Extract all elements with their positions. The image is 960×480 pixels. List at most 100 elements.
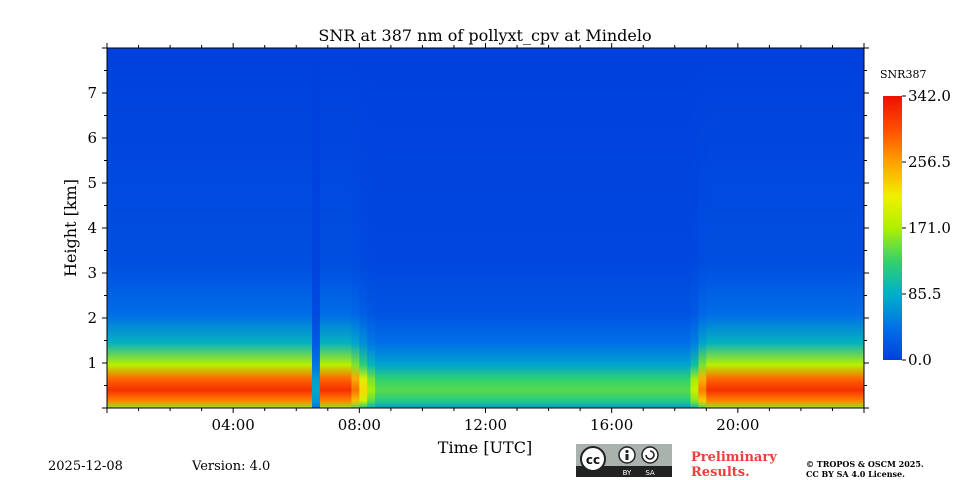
heatmap-column xyxy=(856,48,864,408)
heatmap-column xyxy=(170,48,179,408)
heatmap-column xyxy=(714,48,723,408)
heatmap-column xyxy=(233,48,242,408)
heatmap-column xyxy=(296,48,305,408)
heatmap-column xyxy=(264,48,274,408)
heatmap-column xyxy=(524,48,534,408)
colorbar-tick-label: 85.5 xyxy=(908,285,941,303)
sa-badge-text: SA xyxy=(645,469,655,477)
y-tick-label: 2 xyxy=(87,309,97,327)
preliminary-line1: Preliminary xyxy=(691,450,777,465)
heatmap-column xyxy=(793,48,802,408)
copyright-line1: © TROPOS & OSCM 2025. xyxy=(806,459,924,469)
heatmap-column xyxy=(469,48,479,408)
by-person-head xyxy=(625,449,629,454)
heatmap-column xyxy=(162,48,171,408)
preliminary-line2: Results. xyxy=(691,465,750,480)
colorbar-tick-label: 342.0 xyxy=(908,87,951,105)
colorbar-label: SNR387 xyxy=(880,68,926,81)
heatmap-layer xyxy=(107,48,864,408)
cc-badge-text: cc xyxy=(586,453,600,467)
heatmap-column xyxy=(288,48,297,408)
y-tick-label: 5 xyxy=(87,174,97,192)
heatmap-column xyxy=(509,48,518,408)
heatmap-column xyxy=(658,48,668,408)
colorbar-tick-label: 0.0 xyxy=(908,351,932,369)
heatmap-columns xyxy=(107,48,864,408)
x-tick-label: 20:00 xyxy=(716,416,759,434)
x-axis-label: Time [UTC] xyxy=(438,438,532,457)
heatmap-column xyxy=(595,48,605,408)
x-tick-label: 08:00 xyxy=(338,416,381,434)
heatmap-column xyxy=(107,48,116,408)
heatmap-column xyxy=(619,48,629,408)
heatmap-column xyxy=(446,48,455,408)
heatmap-column xyxy=(785,48,794,408)
heatmap-column xyxy=(832,48,841,408)
cc-icon xyxy=(580,446,606,472)
heatmap-column xyxy=(777,48,786,408)
heatmap-column xyxy=(690,48,700,408)
heatmap-column xyxy=(501,48,510,408)
heatmap-column xyxy=(327,48,337,408)
heatmap-column xyxy=(674,48,684,408)
heatmap-column xyxy=(706,48,715,408)
heatmap-column xyxy=(840,48,849,408)
heatmap-column xyxy=(241,48,250,408)
colorbar-tick-label: 171.0 xyxy=(908,219,951,237)
heatmap-column xyxy=(225,48,234,408)
by-badge-text: BY xyxy=(623,469,632,477)
heatmap-column xyxy=(422,48,431,408)
heatmap-column xyxy=(808,48,818,408)
heatmap-column xyxy=(122,48,132,408)
heatmap-column xyxy=(280,48,289,408)
heatmap-column xyxy=(556,48,565,408)
heatmap-column xyxy=(698,48,707,408)
heatmap-column xyxy=(737,48,747,408)
heatmap-column xyxy=(761,48,770,408)
heatmap-column xyxy=(201,48,211,408)
heatmap-column xyxy=(564,48,573,408)
heatmap-column xyxy=(154,48,163,408)
heatmap-column xyxy=(517,48,526,408)
cc-badge-strip xyxy=(576,466,672,477)
heatmap-column xyxy=(485,48,494,408)
heatmap-column xyxy=(769,48,778,408)
heatmap-column xyxy=(572,48,581,408)
heatmap-column xyxy=(722,48,731,408)
colorbar xyxy=(883,96,902,360)
heatmap-column xyxy=(398,48,408,408)
heatmap-column xyxy=(319,48,329,408)
heatmap-column xyxy=(729,48,739,408)
heatmap-column xyxy=(209,48,218,408)
heatmap-column xyxy=(643,48,652,408)
heatmap-column xyxy=(130,48,140,408)
sa-arrow-icon xyxy=(645,450,655,460)
heatmap-column xyxy=(666,48,676,408)
heatmap-column xyxy=(824,48,834,408)
sa-share-icon xyxy=(641,446,659,464)
heatmap-column xyxy=(185,48,195,408)
y-axis: 1 2 3 4 5 6 7 xyxy=(87,47,869,409)
heatmap-column xyxy=(848,48,857,408)
heatmap-column xyxy=(651,48,660,408)
heatmap-column xyxy=(540,48,550,408)
heatmap-column xyxy=(453,48,463,408)
heatmap-column xyxy=(382,48,392,408)
heatmap-column xyxy=(406,48,416,408)
heatmap-column xyxy=(548,48,558,408)
heatmap-column xyxy=(461,48,471,408)
heatmap-column xyxy=(335,48,345,408)
heatmap-column xyxy=(603,48,613,408)
heatmap-column xyxy=(343,48,353,408)
heatmap-column xyxy=(359,48,368,408)
heatmap-column xyxy=(217,48,226,408)
footer-date: 2025-12-08 xyxy=(48,459,123,474)
footer-version: Version: 4.0 xyxy=(191,459,270,474)
heatmap-column xyxy=(430,48,439,408)
heatmap-column xyxy=(635,48,644,408)
x-axis: 04:00 08:00 12:00 16:00 20:00 xyxy=(106,43,865,434)
by-person-body xyxy=(625,454,629,460)
heatmap-column xyxy=(367,48,376,408)
heatmap-column xyxy=(611,48,621,408)
y-tick-label: 7 xyxy=(87,84,97,102)
